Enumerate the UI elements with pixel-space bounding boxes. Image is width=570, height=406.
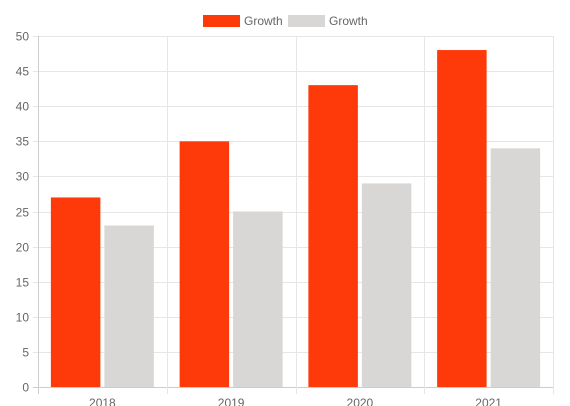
y-tick-label: 20 xyxy=(16,241,30,255)
legend-label-series-2: Growth xyxy=(329,14,368,28)
legend-item-series-1[interactable]: Growth xyxy=(203,14,283,28)
legend: Growth Growth xyxy=(203,14,368,28)
bar-series-2-2019[interactable] xyxy=(233,211,283,388)
bar-series-1-2020[interactable] xyxy=(308,85,358,387)
legend-swatch-series-2 xyxy=(288,15,325,27)
y-tick-label: 15 xyxy=(16,276,30,290)
bar-series-1-2021[interactable] xyxy=(437,50,487,387)
y-axis: 0 5 10 15 20 25 30 35 40 45 50 xyxy=(16,30,30,395)
x-axis: 2018 2019 2020 2021 xyxy=(89,396,502,406)
y-tick-label: 5 xyxy=(22,346,29,360)
legend-label-series-1: Growth xyxy=(244,14,283,28)
y-tick-label: 50 xyxy=(16,30,30,44)
bar-series-2-2021[interactable] xyxy=(490,148,541,387)
x-tick-label: 2021 xyxy=(475,396,502,406)
bar-series-1-2019[interactable] xyxy=(179,141,230,387)
legend-item-series-2[interactable]: Growth xyxy=(288,14,368,28)
x-tick-label: 2020 xyxy=(347,396,374,406)
x-tick-label: 2018 xyxy=(89,396,116,406)
legend-swatch-series-1 xyxy=(203,15,240,27)
x-tick-label: 2019 xyxy=(218,396,245,406)
y-tick-label: 45 xyxy=(16,65,30,79)
gridlines xyxy=(33,36,554,394)
bar-series-2-2018[interactable] xyxy=(104,225,154,387)
y-tick-label: 10 xyxy=(16,311,30,325)
bars xyxy=(50,50,541,388)
bar-series-2-2020[interactable] xyxy=(361,183,412,387)
y-tick-label: 25 xyxy=(16,206,30,220)
y-tick-label: 35 xyxy=(16,135,30,149)
y-tick-label: 40 xyxy=(16,100,30,114)
y-tick-label: 0 xyxy=(22,381,29,395)
bar-series-1-2018[interactable] xyxy=(50,197,101,387)
y-tick-label: 30 xyxy=(16,170,30,184)
